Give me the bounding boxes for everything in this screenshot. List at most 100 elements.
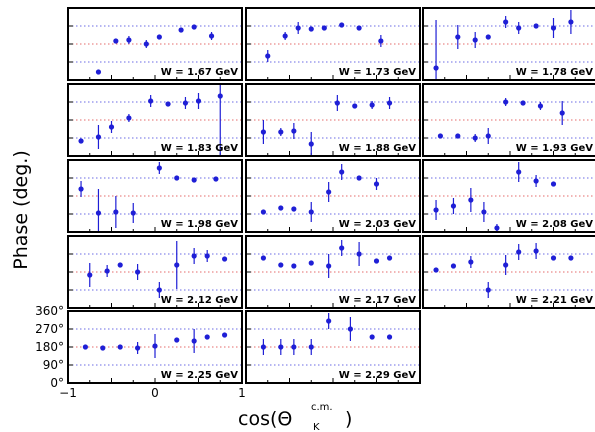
data-point xyxy=(282,33,288,39)
y-tick-label: 360° xyxy=(35,304,64,318)
data-point xyxy=(260,255,266,261)
panel-energy-label: W = 2.25 GeV xyxy=(161,370,239,381)
panel-frame xyxy=(67,310,243,384)
panel-data xyxy=(78,162,219,232)
data-point xyxy=(550,25,557,31)
data-point xyxy=(347,326,353,332)
panel-energy-label: W = 1.78 GeV xyxy=(516,67,594,78)
data-point xyxy=(135,345,141,351)
data-point xyxy=(369,102,375,108)
data-point xyxy=(386,255,393,261)
data-point xyxy=(265,53,271,59)
data-point xyxy=(373,181,380,187)
data-point xyxy=(104,268,110,274)
data-point xyxy=(113,38,119,44)
data-point xyxy=(191,338,197,344)
data-point xyxy=(152,343,158,349)
panel-1: W = 1.67 GeV xyxy=(67,7,243,81)
data-point xyxy=(217,93,223,99)
panel-data xyxy=(95,24,215,75)
data-point xyxy=(356,175,362,181)
panel-10: W = 2.12 GeV xyxy=(67,235,243,309)
data-point xyxy=(533,178,539,184)
x-axis-title-superscript: c.m. xyxy=(311,402,333,413)
x-tick-label: 0 xyxy=(151,386,159,400)
panel-energy-label: W = 1.98 GeV xyxy=(161,219,239,230)
data-point xyxy=(291,128,297,134)
y-tick-label: 270° xyxy=(35,322,64,336)
panel-data xyxy=(260,313,393,355)
panel-energy-label: W = 1.73 GeV xyxy=(339,67,417,78)
x-axis-title-main: cos(Θ xyxy=(238,408,292,430)
data-point xyxy=(485,287,491,293)
data-point xyxy=(78,138,84,144)
panel-frame xyxy=(67,7,243,81)
data-point xyxy=(308,209,314,215)
data-point xyxy=(437,133,443,139)
panel-3: W = 1.78 GeV xyxy=(422,7,595,81)
data-point xyxy=(156,34,162,40)
data-point xyxy=(468,197,474,203)
data-point xyxy=(455,34,461,40)
panel-5: W = 1.88 GeV xyxy=(245,83,421,157)
panel-frame xyxy=(422,159,595,233)
panel-12: W = 2.21 GeV xyxy=(422,235,595,309)
data-point xyxy=(117,262,123,268)
panel-2: W = 1.73 GeV xyxy=(245,7,421,81)
data-point xyxy=(369,334,375,340)
x-axis-title-subscript: K xyxy=(313,422,320,432)
panel-frame xyxy=(245,159,421,233)
data-point xyxy=(326,189,332,195)
panel-7: W = 1.98 GeV xyxy=(67,159,243,233)
panel-11: W = 2.17 GeV xyxy=(245,235,421,309)
y-tick-label: 180° xyxy=(35,340,64,354)
data-point xyxy=(278,129,284,135)
panels-layer: W = 1.67 GeV W = 1.73 GeV W = 1.78 GeV W = … xyxy=(67,7,595,384)
x-axis-title: cos(Θ K c.m. ) xyxy=(238,402,352,432)
data-point xyxy=(165,101,171,107)
data-point xyxy=(295,25,301,31)
data-point xyxy=(278,205,284,211)
panel-frame xyxy=(67,83,243,157)
y-tick-labels: 0° 90° 180° 270° 360° xyxy=(35,304,64,390)
data-point xyxy=(156,165,162,171)
data-point xyxy=(386,334,393,340)
x-tick-label: −1 xyxy=(59,386,77,400)
data-point xyxy=(191,253,197,259)
data-point xyxy=(520,100,526,106)
panel-frame xyxy=(422,83,595,157)
data-point xyxy=(78,186,84,192)
data-point xyxy=(95,210,102,216)
data-point xyxy=(356,25,362,31)
data-point xyxy=(433,207,439,213)
data-point xyxy=(321,25,327,31)
data-point xyxy=(174,337,180,343)
data-point xyxy=(126,37,132,43)
data-point xyxy=(191,24,197,30)
data-point xyxy=(378,38,384,44)
panel-energy-label: W = 1.93 GeV xyxy=(516,143,594,154)
data-point xyxy=(481,209,487,215)
panel-data xyxy=(437,98,565,144)
data-point xyxy=(339,169,345,175)
x-tick-label: 1 xyxy=(238,386,246,400)
panel-energy-label: W = 2.21 GeV xyxy=(516,295,594,306)
x-tick-labels: −1 0 1 xyxy=(59,386,246,400)
panel-frame xyxy=(67,159,243,233)
data-point xyxy=(450,203,457,209)
panel-frame xyxy=(245,310,421,384)
data-point xyxy=(503,19,509,25)
data-point xyxy=(178,27,184,33)
data-point xyxy=(195,98,202,104)
data-point xyxy=(550,255,557,261)
data-point xyxy=(433,65,439,71)
data-point xyxy=(308,260,314,266)
data-point xyxy=(559,110,565,116)
data-point xyxy=(485,133,491,139)
data-point xyxy=(308,344,314,350)
data-point xyxy=(516,25,522,31)
data-point xyxy=(222,332,228,338)
data-point xyxy=(182,100,189,106)
data-point xyxy=(191,177,197,183)
